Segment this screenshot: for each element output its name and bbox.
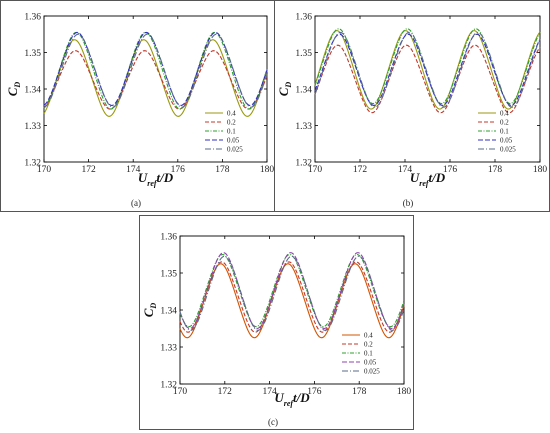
- y-axis-label: CD: [276, 82, 293, 97]
- y-tick-label: 1.33: [24, 122, 41, 132]
- legend-entry: 0.05: [500, 137, 513, 145]
- y-tick-label: 1.32: [24, 158, 41, 168]
- panel-caption: (c): [268, 417, 278, 427]
- x-tick-label: 172: [218, 387, 233, 397]
- panel-b: 170 172 174 176 178 180 1.32 1.33 1.34 1.35 1.36 Ur…: [276, 12, 547, 208]
- y-tick-label: 1.36: [160, 232, 177, 242]
- y-tick-label: 1.32: [160, 380, 177, 390]
- x-tick-label: 180: [533, 165, 548, 175]
- x-tick-label: 176: [443, 165, 458, 175]
- x-tick-label: 174: [398, 165, 413, 175]
- panel-caption: (b): [403, 198, 414, 208]
- legend-entry: 0.2: [500, 119, 509, 127]
- series-line-0.1: [43, 31, 268, 110]
- x-tick-label: 176: [171, 165, 186, 175]
- legend-entry: 0.2: [227, 119, 236, 127]
- legend-entry: 0.05: [227, 137, 240, 145]
- x-tick-label: 174: [262, 387, 277, 397]
- x-tick-label: 180: [260, 165, 275, 175]
- legend-entry: 0.025: [500, 146, 516, 154]
- x-axis-label: Ureft/D: [274, 390, 310, 408]
- y-tick-label: 1.33: [295, 122, 312, 132]
- plot-frame: [43, 15, 268, 163]
- panel-a: 170 172 174 176 178 180 1.32 1.33 1.34 1.35 1.36 Ur…: [5, 12, 274, 208]
- y-axis-label: CD: [141, 303, 158, 318]
- x-axis-label: Ureft/D: [138, 170, 174, 188]
- x-tick-label: 178: [352, 387, 367, 397]
- x-tick-label: 172: [353, 165, 368, 175]
- y-tick-label: 1.35: [295, 49, 312, 59]
- x-axis-label: Ureft/D: [410, 170, 446, 188]
- series-line-0.025: [314, 31, 541, 108]
- legend-entry: 0.025: [364, 368, 380, 376]
- x-tick-label: 170: [308, 165, 323, 175]
- series-line-0.025: [43, 33, 268, 108]
- y-tick-label: 1.35: [24, 49, 41, 59]
- y-tick-label: 1.36: [24, 12, 41, 22]
- x-tick-label: 172: [81, 165, 96, 175]
- series-line-0.4: [314, 30, 541, 110]
- x-tick-label: 170: [37, 165, 52, 175]
- panel-c: 170 172 174 176 178 180 1.32 1.33 1.34 1.35 1.36 Ur…: [141, 232, 411, 427]
- legend-entry: 0.4: [364, 332, 373, 340]
- legend-entry: 0.2: [364, 341, 373, 349]
- y-tick-label: 1.36: [295, 12, 312, 22]
- series-line-0.2: [43, 50, 268, 110]
- series-line-0.05: [314, 33, 541, 106]
- y-tick-label: 1.35: [160, 269, 177, 279]
- series-line-0.2: [179, 261, 405, 333]
- legend-entry: 0.05: [364, 359, 377, 367]
- x-tick-label: 180: [397, 387, 412, 397]
- y-tick-label: 1.34: [24, 85, 41, 95]
- legend-entry: 0.025: [227, 146, 243, 154]
- series-line-0.2: [314, 44, 541, 114]
- legend-entry: 0.4: [227, 110, 236, 118]
- panel-c-border: [139, 215, 414, 430]
- series-line-0.025: [179, 255, 405, 331]
- x-tick-label: 174: [126, 165, 141, 175]
- x-tick-label: 170: [173, 387, 188, 397]
- legend-entry: 0.1: [364, 350, 373, 358]
- y-tick-label: 1.34: [295, 85, 312, 95]
- series-line-0.05: [179, 252, 405, 330]
- series-line-0.4: [43, 39, 268, 117]
- x-tick-label: 176: [307, 387, 322, 397]
- legend-entry: 0.1: [227, 128, 236, 136]
- y-tick-label: 1.32: [295, 158, 312, 168]
- x-tick-label: 178: [215, 165, 230, 175]
- y-axis-label: CD: [5, 82, 22, 97]
- y-tick-label: 1.33: [160, 343, 177, 353]
- x-tick-label: 178: [488, 165, 503, 175]
- legend-entry: 0.4: [500, 110, 509, 118]
- y-tick-label: 1.34: [160, 306, 177, 316]
- panel-caption: (a): [131, 198, 141, 208]
- legend-entry: 0.1: [500, 128, 509, 136]
